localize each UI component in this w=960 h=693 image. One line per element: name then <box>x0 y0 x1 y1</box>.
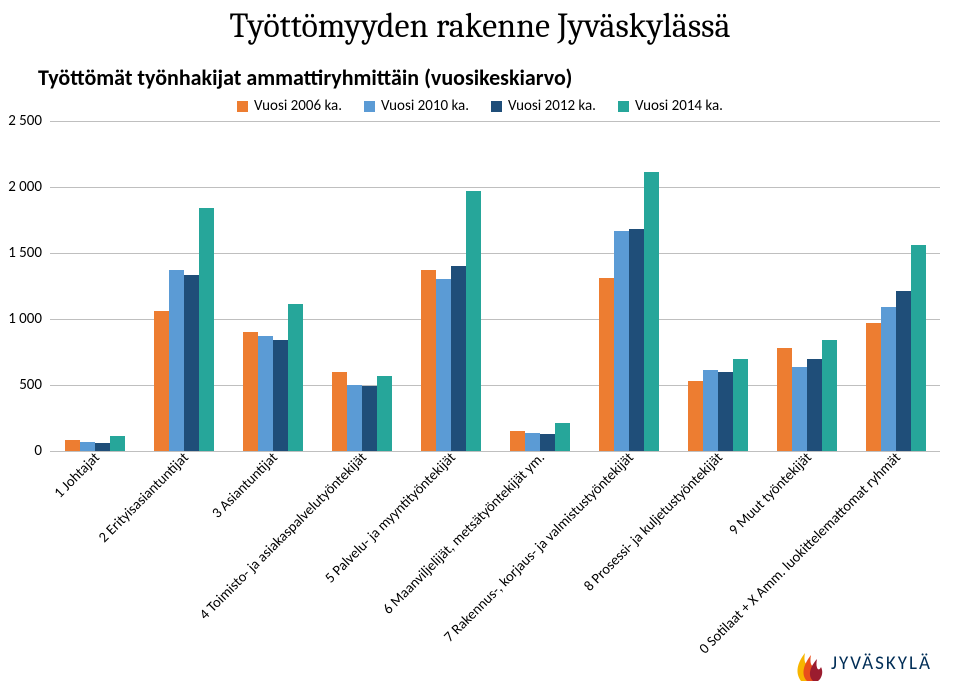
legend-item: Vuosi 2010 ka. <box>364 97 469 115</box>
logo-text: JYVÄSKYLÄ <box>831 652 932 675</box>
jyvaskyla-logo: JYVÄSKYLÄ <box>791 643 932 683</box>
bar <box>718 372 733 451</box>
x-tick-label: 9 Muut työntekijät <box>725 448 815 538</box>
y-tick-label: 2 000 <box>8 178 50 196</box>
x-axis-labels: 1 Johtajat2 Erityisasiantuntijat3 Asiant… <box>50 451 940 631</box>
x-tick-label: 4 Toimisto- ja asiakaspalvelutyöntekijät <box>196 448 371 623</box>
x-tick-label: 0 Sotilaat + X Amm. luokittelemattomat r… <box>695 448 904 657</box>
bar <box>866 323 881 451</box>
bar <box>525 433 540 451</box>
bar-group <box>317 121 406 451</box>
y-tick-label: 2 500 <box>8 112 50 130</box>
legend-label: Vuosi 2014 ka. <box>635 97 723 115</box>
bar <box>95 443 110 451</box>
y-tick-label: 500 <box>19 376 50 394</box>
bar <box>110 436 125 451</box>
bar-group <box>762 121 851 451</box>
bar <box>896 291 911 451</box>
bar <box>362 386 377 451</box>
bar <box>822 340 837 451</box>
legend-swatch <box>364 101 375 112</box>
legend-item: Vuosi 2006 ka. <box>237 97 342 115</box>
chart-subtitle: Työttömät työnhakijat ammattiryhmittäin … <box>0 46 960 95</box>
bar <box>169 270 184 451</box>
bar <box>911 245 926 451</box>
bar <box>466 191 481 451</box>
bar <box>273 340 288 451</box>
legend-label: Vuosi 2010 ka. <box>381 97 469 115</box>
legend: Vuosi 2006 ka. Vuosi 2010 ka. Vuosi 2012 k… <box>0 97 960 115</box>
bar <box>258 336 273 451</box>
legend-item: Vuosi 2012 ka. <box>491 97 596 115</box>
bar <box>288 304 303 451</box>
bar <box>703 370 718 451</box>
bar <box>243 332 258 451</box>
bar <box>688 381 703 451</box>
bar <box>792 367 807 451</box>
bar <box>154 311 169 451</box>
x-tick-label: 6 Maanviljelijät, metsätyöntekijät ym. <box>379 448 548 617</box>
legend-label: Vuosi 2012 ka. <box>508 97 596 115</box>
x-tick-label: 1 Johtajat <box>50 448 103 501</box>
bar <box>510 431 525 451</box>
bar <box>184 275 199 451</box>
x-tick-label: 2 Erityisasiantuntijat <box>95 448 193 546</box>
y-tick-label: 0 <box>34 442 50 460</box>
bar-group <box>851 121 940 451</box>
x-tick-label: 7 Rakennus-, korjaus- ja valmistustyönte… <box>440 448 637 645</box>
bar <box>421 270 436 451</box>
bar <box>807 359 822 451</box>
bar <box>629 229 644 451</box>
bar <box>377 376 392 451</box>
bar-group <box>584 121 673 451</box>
chart-title: Työttömyyden rakenne Jyväskylässä <box>0 0 960 46</box>
bar-group <box>50 121 139 451</box>
x-tick-label: 3 Asiantuntijat <box>208 448 281 521</box>
y-tick-label: 1 000 <box>8 310 50 328</box>
bar <box>644 172 659 451</box>
bar <box>199 208 214 451</box>
bar <box>347 385 362 451</box>
bar-group <box>673 121 762 451</box>
bar <box>436 279 451 451</box>
bar <box>555 423 570 451</box>
bar <box>599 278 614 451</box>
chart-plot-area: 05001 0001 5002 0002 500 <box>50 121 940 451</box>
legend-swatch <box>491 101 502 112</box>
legend-swatch <box>618 101 629 112</box>
bar <box>451 266 466 451</box>
bar <box>332 372 347 451</box>
bar <box>65 440 80 451</box>
bar <box>881 307 896 451</box>
bar <box>614 231 629 451</box>
bar-group <box>139 121 228 451</box>
bar-group <box>228 121 317 451</box>
legend-label: Vuosi 2006 ka. <box>254 97 342 115</box>
bar <box>540 434 555 451</box>
flame-icon <box>791 643 825 683</box>
legend-swatch <box>237 101 248 112</box>
bar-group <box>495 121 584 451</box>
bar <box>733 359 748 451</box>
bar-group <box>406 121 495 451</box>
bar <box>777 348 792 451</box>
legend-item: Vuosi 2014 ka. <box>618 97 723 115</box>
y-tick-label: 1 500 <box>8 244 50 262</box>
